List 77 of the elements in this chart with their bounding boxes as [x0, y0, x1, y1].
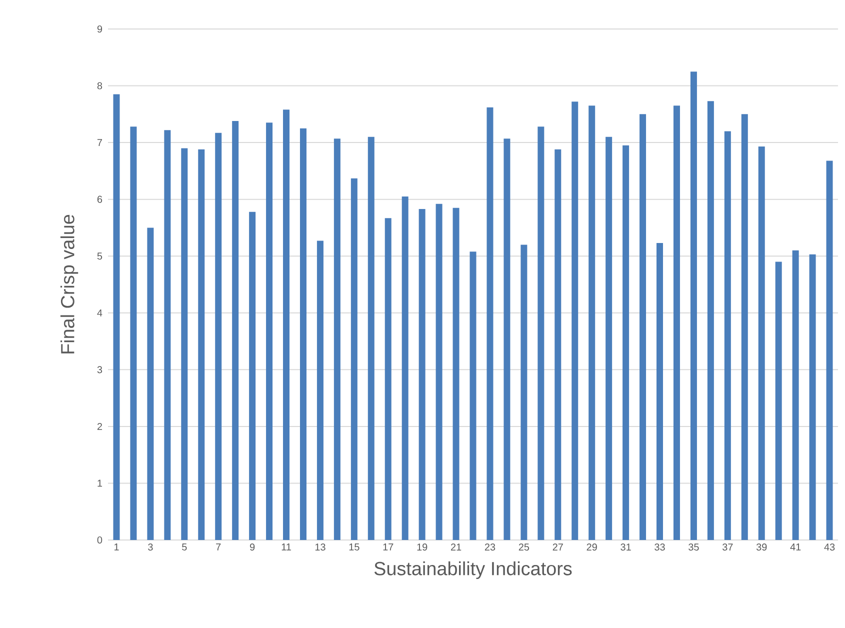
bar [606, 136, 612, 540]
bar [538, 126, 544, 540]
y-tick-label: 2 [97, 422, 102, 430]
bar [741, 114, 748, 540]
bar [368, 136, 374, 540]
y-tick-label: 6 [97, 196, 102, 203]
bar [384, 218, 392, 540]
bar [809, 254, 816, 540]
x-tick-label: 37 [722, 544, 733, 551]
x-tick-label: 3 [148, 544, 153, 551]
bar [707, 101, 714, 540]
bar [826, 160, 833, 540]
x-tick-label: 29 [586, 544, 597, 551]
bar [249, 212, 256, 540]
y-tick-label: 4 [97, 309, 102, 316]
x-tick-label: 25 [518, 544, 530, 551]
y-tick-label: 8 [97, 82, 102, 90]
bar [690, 72, 697, 540]
x-axis-title: Sustainability Indicators [374, 561, 572, 580]
x-tick-label: 23 [484, 544, 496, 551]
x-tick-label: 21 [450, 544, 462, 550]
bar [572, 102, 578, 540]
bar [486, 107, 494, 540]
bar [436, 204, 442, 540]
bar [724, 131, 731, 540]
y-tick-label: 7 [97, 139, 102, 146]
y-tick-label: 1 [98, 480, 102, 487]
bar [656, 243, 664, 540]
bar [283, 110, 290, 540]
bar [504, 138, 510, 540]
x-tick-label: 27 [552, 544, 563, 550]
bar [470, 252, 476, 540]
bar [113, 94, 120, 540]
bar [198, 149, 205, 540]
x-tick-label: 5 [182, 544, 187, 550]
x-tick-label: 41 [790, 544, 801, 550]
x-tick-label: 19 [417, 544, 428, 551]
bar [418, 208, 426, 540]
y-tick-label: 9 [97, 25, 102, 33]
x-tick-label: 33 [654, 544, 665, 551]
x-tick-label: 31 [620, 544, 631, 551]
x-tick-label: 15 [349, 544, 360, 550]
y-axis-title: Final Crisp value [60, 214, 78, 354]
y-tick-label: 5 [97, 252, 102, 260]
bar [792, 250, 799, 540]
bar [640, 114, 646, 540]
x-tick-label: 35 [688, 544, 699, 551]
x-tick-label: 39 [756, 544, 767, 551]
x-tick-label: 9 [250, 544, 255, 551]
x-tick-label: 11 [282, 544, 291, 550]
y-tick-label: 0 [97, 536, 102, 544]
bar [130, 126, 137, 540]
bar [181, 148, 188, 540]
bar [164, 130, 171, 540]
bar [758, 146, 765, 540]
bar [266, 122, 273, 540]
bar [147, 228, 154, 540]
y-tick-label: 3 [97, 366, 102, 374]
bar [554, 149, 562, 540]
bar [622, 145, 630, 540]
bar [300, 128, 306, 540]
bar [673, 106, 680, 540]
bar [520, 244, 528, 540]
x-tick-label: 13 [315, 544, 326, 551]
bar [588, 106, 596, 540]
bar [402, 196, 408, 540]
bar [215, 132, 222, 540]
x-tick-label: 1 [114, 544, 119, 550]
x-tick-label: 17 [383, 544, 394, 550]
bar [775, 262, 782, 540]
bar [334, 138, 340, 540]
x-tick-label: 43 [824, 544, 835, 551]
bar [452, 208, 460, 540]
bar [316, 240, 324, 540]
bar [350, 178, 358, 540]
x-tick-label: 7 [216, 544, 221, 550]
bar [232, 120, 239, 540]
